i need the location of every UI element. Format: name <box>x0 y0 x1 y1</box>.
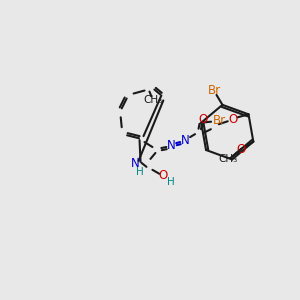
Text: Br: Br <box>208 85 221 98</box>
Text: O: O <box>228 113 237 126</box>
Text: O: O <box>198 113 208 126</box>
Text: N: N <box>131 158 140 170</box>
Text: N: N <box>181 134 190 147</box>
Text: H: H <box>136 167 143 177</box>
Text: CH₃: CH₃ <box>218 154 237 164</box>
Text: O: O <box>159 169 168 182</box>
Text: O: O <box>237 143 246 156</box>
Text: Br: Br <box>212 114 226 127</box>
Text: CH₃: CH₃ <box>144 95 163 106</box>
Text: H: H <box>167 177 175 187</box>
Text: N: N <box>167 139 176 152</box>
